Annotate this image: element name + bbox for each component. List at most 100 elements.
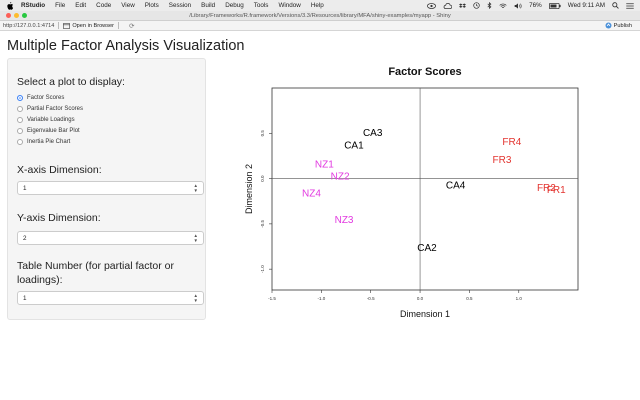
point-label: NZ1 xyxy=(315,160,334,171)
point-label: FR3 xyxy=(493,155,512,166)
radio-variable-loadings[interactable]: Variable Loadings xyxy=(17,117,75,123)
menu-code[interactable]: Code xyxy=(96,2,112,9)
y-tick-label: -0.5 xyxy=(260,220,265,228)
open-in-browser-label: Open in Browser xyxy=(72,22,114,29)
radio-label: Factor Scores xyxy=(27,95,65,101)
battery-percent: 76% xyxy=(529,2,542,9)
os-menubar: RStudio File Edit Code View Plots Sessio… xyxy=(0,0,640,11)
radio-factor-scores[interactable]: Factor Scores xyxy=(17,95,64,101)
menu-build[interactable]: Build xyxy=(201,2,216,9)
x-tick-label: 0.5 xyxy=(466,296,473,301)
table-number-value: 1 xyxy=(23,294,27,302)
x-tick-label: -1.5 xyxy=(268,296,276,301)
menu-session[interactable]: Session xyxy=(168,2,192,9)
point-label: NZ2 xyxy=(331,171,350,182)
menu-debug[interactable]: Debug xyxy=(225,2,244,9)
apple-icon[interactable] xyxy=(6,1,14,10)
point-label: CA1 xyxy=(344,141,364,152)
y-tick-label: -1.0 xyxy=(260,265,265,273)
refresh-icon[interactable]: ⟳ xyxy=(129,22,135,30)
menu-help[interactable]: Help xyxy=(310,2,324,9)
y-axis-title: Dimension 2 xyxy=(244,164,254,214)
point-label: NZ4 xyxy=(302,189,321,200)
x-tick-label: 1.0 xyxy=(516,296,523,301)
open-in-browser-button[interactable]: Open in Browser xyxy=(63,23,114,29)
plot-select-label: Select a plot to display: xyxy=(17,76,125,88)
sidebar-panel: Select a plot to display: Factor Scores … xyxy=(7,58,206,320)
chart-title: Factor Scores xyxy=(388,66,461,78)
x-axis-label: X-axis Dimension: xyxy=(17,164,102,176)
status-area: 76% Wed 9:11 AM xyxy=(427,2,634,9)
notification-center-icon[interactable] xyxy=(626,2,634,9)
viewer-url[interactable]: http://127.0.0.1:4714 xyxy=(3,22,55,29)
clock[interactable]: Wed 9:11 AM xyxy=(567,2,605,9)
table-number-label-line1: Table Number (for partial factor or xyxy=(17,260,174,272)
x-axis-title: Dimension 1 xyxy=(400,309,450,319)
minimize-window-button[interactable] xyxy=(14,13,19,18)
close-window-button[interactable] xyxy=(6,13,11,18)
radio-partial-factor-scores[interactable]: Partial Factor Scores xyxy=(17,106,83,112)
radio-button[interactable] xyxy=(17,117,23,123)
dropbox-icon[interactable] xyxy=(459,3,467,9)
menu-file[interactable]: File xyxy=(55,2,66,9)
time-machine-icon[interactable] xyxy=(473,2,480,9)
eye-icon[interactable] xyxy=(427,2,437,9)
wifi-icon[interactable] xyxy=(499,3,507,9)
point-label: CA3 xyxy=(363,128,383,139)
radio-label: Variable Loadings xyxy=(27,117,75,123)
y-tick-label: 0.5 xyxy=(260,130,265,137)
table-number-label-line2: loadings): xyxy=(17,274,63,286)
y-axis-select[interactable]: 2 ▲ ▼ xyxy=(17,231,204,245)
y-axis-value: 2 xyxy=(23,234,27,242)
factor-scores-plot: Factor Scores -1.5 -1.0 -0.5 0.0 0.5 1.0 -1.0 -0… xyxy=(244,66,579,319)
x-axis-select[interactable]: 1 ▲ ▼ xyxy=(17,181,204,195)
y-axis-label: Y-axis Dimension: xyxy=(17,212,101,224)
x-tick-label: -0.5 xyxy=(367,296,375,301)
plot-frame xyxy=(271,87,579,291)
search-icon[interactable] xyxy=(612,2,619,9)
stepper-arrows-icon: ▲ ▼ xyxy=(193,233,198,243)
radio-inertia-pie-chart[interactable]: Inertia Pie Chart xyxy=(17,139,70,145)
table-number-select[interactable]: 1 ▲ ▼ xyxy=(17,291,204,305)
zoom-window-button[interactable] xyxy=(22,13,27,18)
publish-label: Publish xyxy=(613,22,632,29)
publish-button[interactable]: Publish xyxy=(605,22,632,29)
volume-icon[interactable] xyxy=(514,2,522,9)
bluetooth-icon[interactable] xyxy=(487,2,492,9)
page-title: Multiple Factor Analysis Visualization xyxy=(7,38,245,54)
toolbar-divider xyxy=(58,22,60,29)
menu-view[interactable]: View xyxy=(121,2,135,9)
radio-eigenvalue-bar-plot[interactable]: Eigenvalue Bar Plot xyxy=(17,128,80,134)
viewer-toolbar: http://127.0.0.1:4714 Open in Browser ⟳ … xyxy=(0,21,640,31)
publish-icon xyxy=(605,22,612,29)
battery-icon[interactable] xyxy=(548,2,561,9)
cloud-icon[interactable] xyxy=(443,2,453,9)
menu-edit[interactable]: Edit xyxy=(75,2,87,9)
menu-app-name[interactable]: RStudio xyxy=(21,2,46,9)
point-label: CA4 xyxy=(446,180,466,191)
stepper-arrows-icon: ▲ ▼ xyxy=(193,293,198,303)
point-label: FR4 xyxy=(502,137,521,148)
menu-plots[interactable]: Plots xyxy=(144,2,159,9)
stepper-arrows-icon: ▲ ▼ xyxy=(193,183,198,193)
y-tick-label: 0.0 xyxy=(260,175,265,182)
x-axis-value: 1 xyxy=(23,184,27,192)
point-label: CA2 xyxy=(417,243,437,254)
menu-tools[interactable]: Tools xyxy=(253,2,269,9)
toolbar-divider-2 xyxy=(118,22,119,29)
point-label: FR2 xyxy=(537,183,556,194)
radio-button-checked[interactable] xyxy=(17,95,23,101)
x-tick-label: -1.0 xyxy=(317,296,325,301)
point-label: FR1 xyxy=(547,185,566,196)
window-titlebar: /Library/Frameworks/R.framework/Versions… xyxy=(0,11,640,21)
radio-label: Eigenvalue Bar Plot xyxy=(27,128,80,134)
radio-button[interactable] xyxy=(17,128,23,134)
window-controls xyxy=(6,13,27,18)
window-title: /Library/Frameworks/R.framework/Versions… xyxy=(189,13,451,19)
point-label: NZ3 xyxy=(335,215,354,226)
browser-icon xyxy=(63,22,71,29)
radio-label: Partial Factor Scores xyxy=(27,106,84,112)
radio-button[interactable] xyxy=(17,139,23,145)
radio-button[interactable] xyxy=(17,106,23,112)
menu-window[interactable]: Window xyxy=(278,2,301,9)
